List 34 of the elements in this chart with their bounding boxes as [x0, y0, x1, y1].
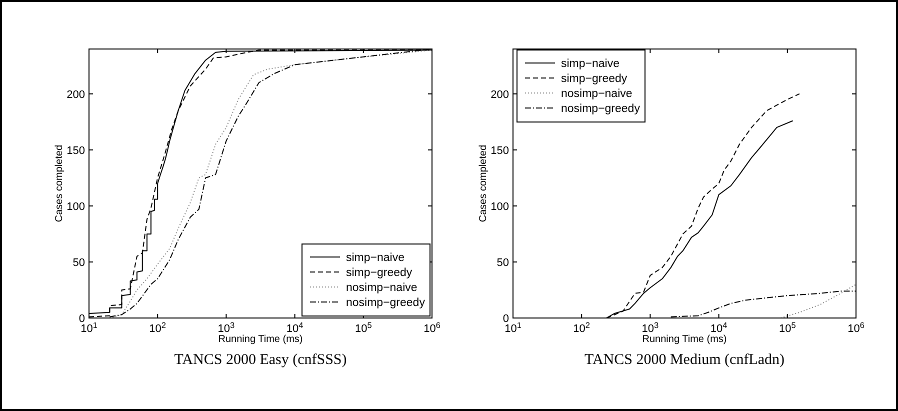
x-axis-title: Running Time (ms) [642, 334, 727, 345]
y-tick-label: 0 [502, 313, 509, 325]
legend-label: nosimp−naive [346, 282, 418, 294]
x-tick-label: 10$^{3}$ [642, 320, 660, 335]
legend-label: simp−naive [346, 252, 404, 264]
text: TANCS 2000 Easy (cnfSSS) [174, 352, 347, 368]
y-axis-title: Cases completed [54, 144, 65, 222]
legend-label: simp−greedy [561, 73, 628, 85]
y-tick-label: 200 [490, 88, 509, 101]
x-tick-label: 10$^{2}$ [149, 320, 166, 335]
x-tick-label: 10$^{4}$ [286, 320, 304, 335]
y-tick-label: 50 [72, 256, 85, 269]
legend-label: nosimp−greedy [561, 103, 640, 115]
y-tick-label: 100 [490, 200, 509, 213]
x-axis-title: Running Time (ms) [218, 334, 303, 345]
x-tick-label: 10$^{2}$ [573, 320, 590, 335]
x-tick-label: 10$^{5}$ [778, 320, 796, 335]
legend-label: simp−greedy [346, 267, 412, 279]
y-tick-label: 150 [66, 144, 85, 157]
x-tick-label: 10$^{5}$ [354, 320, 372, 335]
y-tick-label: 200 [66, 88, 85, 101]
y-tick-label: 0 [78, 313, 85, 325]
x-tick-label: 10$^{3}$ [218, 320, 236, 335]
x-tick-label: 10$^{4}$ [710, 320, 728, 335]
legend-label: nosimp−greedy [346, 297, 426, 309]
y-tick-label: 150 [490, 144, 509, 157]
y-tick-label: 100 [66, 200, 85, 213]
text: TANCS 2000 Medium (cnfLadn) [584, 352, 785, 368]
legend-label: simp−naive [561, 58, 620, 70]
legend-label: nosimp−naive [561, 88, 632, 100]
x-tick-label: 10$^{6}$ [848, 320, 865, 335]
x-tick-label: 10$^{6}$ [424, 320, 441, 335]
y-axis-title: Cases completed [478, 144, 489, 222]
y-tick-label: 50 [496, 256, 509, 269]
